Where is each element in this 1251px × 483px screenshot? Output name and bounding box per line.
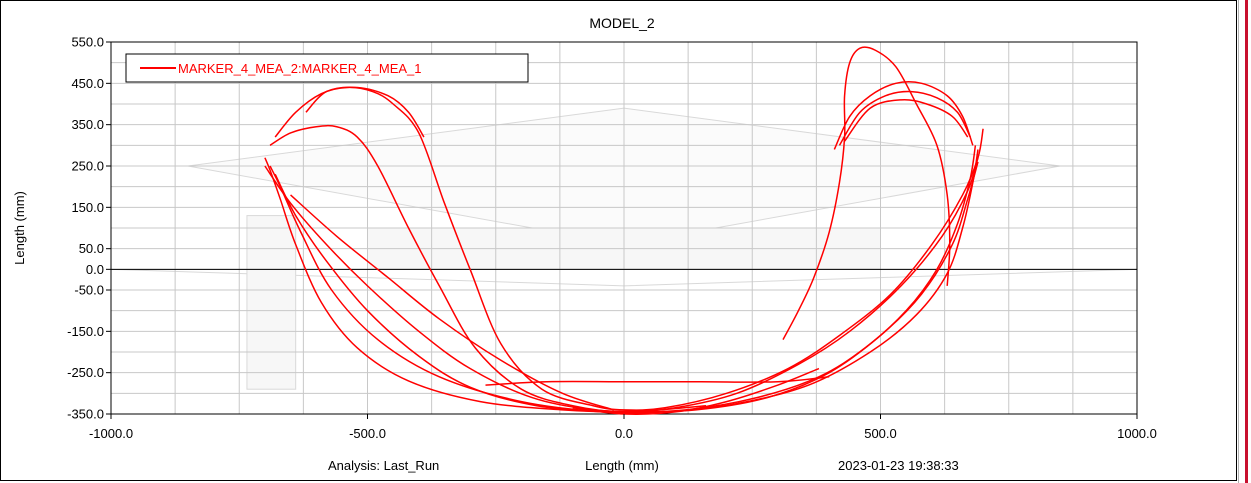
window-edge [1238,0,1251,483]
timestamp-label: 2023-01-23 19:38:33 [838,458,959,473]
y-tick-label: -250.0 [67,365,104,380]
legend[interactable]: MARKER_4_MEA_2:MARKER_4_MEA_1 [126,54,528,82]
background-shape-2 [247,216,296,390]
series-line-strand-12 [306,87,424,137]
y-tick-label: 0.0 [86,262,104,277]
y-tick-label: 50.0 [79,241,104,256]
x-axis-label: Length (mm) [585,458,659,473]
series-line-strand-11 [845,100,968,141]
y-tick-label: 150.0 [71,200,104,215]
x-tick-label: 1000.0 [1117,426,1157,441]
x-tick-label: 0.0 [615,426,633,441]
x-tick-label: -500.0 [349,426,386,441]
y-tick-label: -50.0 [74,283,104,298]
edge-strip [1245,0,1248,483]
y-tick-label: 350.0 [71,117,104,132]
y-tick-label: 250.0 [71,159,104,174]
x-axis-ticks: -1000.0 -500.0 0.0 500.0 1000.0 [89,414,1157,441]
analysis-label: Analysis: Last_Run [328,458,439,473]
x-tick-label: 500.0 [864,426,897,441]
y-tick-label: -350.0 [67,407,104,422]
legend-label: MARKER_4_MEA_2:MARKER_4_MEA_1 [178,61,422,76]
y-axis-label: Length (mm) [12,191,27,265]
x-tick-label: -1000.0 [89,426,133,441]
y-tick-label: -150.0 [67,324,104,339]
y-axis-ticks: 550.0 450.0 350.0 250.0 150.0 50.0 0.0 -50.0 -15… [67,35,111,422]
y-tick-label: 450.0 [71,76,104,91]
y-tick-label: 550.0 [71,35,104,50]
chart-title: MODEL_2 [589,15,655,31]
